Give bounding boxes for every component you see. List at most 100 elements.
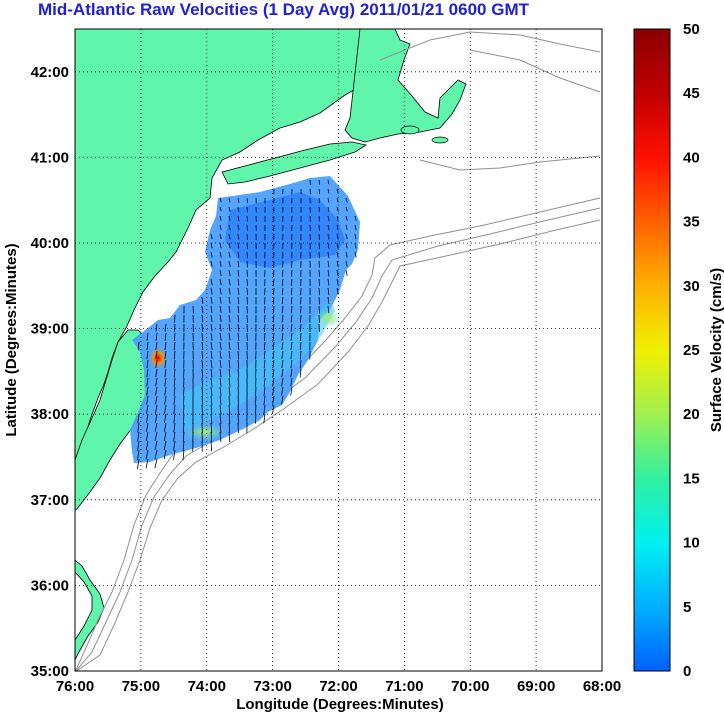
velocity-arrow <box>290 377 293 387</box>
velocity-arrow <box>228 323 231 332</box>
velocity-arrow <box>154 422 158 432</box>
velocity-arrow <box>263 395 266 406</box>
velocity-arrow <box>146 413 149 423</box>
velocity-arrow <box>237 404 239 415</box>
velocity-arrow <box>263 386 266 396</box>
velocity-arrow <box>145 458 149 469</box>
y-tick-label: 38:00 <box>31 406 69 423</box>
land-outer-banks <box>75 559 105 661</box>
velocity-arrow <box>210 404 213 415</box>
velocity-arrow <box>237 377 239 388</box>
x-tick-label: 69:00 <box>517 678 555 695</box>
velocity-arrow <box>145 449 149 460</box>
velocity-arrow <box>290 305 293 314</box>
velocity-arrow <box>146 395 149 405</box>
velocity-arrow <box>246 215 248 222</box>
velocity-arrow <box>219 233 222 240</box>
x-tick-label: 72:00 <box>319 678 357 695</box>
velocity-arrow <box>246 260 248 268</box>
velocity-arrow <box>336 224 339 231</box>
y-tick-label: 42:00 <box>31 64 69 81</box>
velocity-arrow <box>237 269 240 277</box>
velocity-arrow <box>246 278 248 286</box>
velocity-arrow <box>155 332 158 341</box>
velocity-arrow <box>174 332 176 342</box>
velocity-arrow <box>210 386 213 396</box>
velocity-arrow <box>318 278 320 286</box>
velocity-arrow <box>327 242 330 249</box>
velocity-arrow <box>272 350 275 360</box>
colorbar-tick-label: 25 <box>683 342 700 359</box>
velocity-arrow <box>237 341 240 351</box>
velocity-arrow <box>327 260 330 268</box>
velocity-arrow <box>155 386 158 396</box>
x-tick-label: 70:00 <box>451 678 489 695</box>
velocity-arrow <box>237 260 240 268</box>
velocity-arrow <box>273 260 275 268</box>
velocity-arrow <box>318 188 321 194</box>
velocity-arrow <box>145 440 149 451</box>
velocity-arrow <box>237 350 240 360</box>
colorbar-tick-label: 50 <box>683 21 700 38</box>
velocity-arrow <box>210 314 213 323</box>
velocity-arrow <box>210 251 213 258</box>
x-tick-labels: 76:00 75:00 74:00 73:00 72:00 71:00 70:00 69:00… <box>56 678 621 695</box>
velocity-arrow <box>237 305 240 314</box>
velocity-arrow <box>273 287 275 296</box>
velocity-arrow <box>219 323 222 332</box>
velocity-arrow <box>345 224 348 230</box>
colorbar-label: Surface Velocity (cm/s) <box>708 268 724 432</box>
velocity-arrow <box>237 242 240 249</box>
velocity-arrow <box>336 197 339 203</box>
y-tick-label: 41:00 <box>31 149 69 166</box>
velocity-arrow <box>318 269 320 277</box>
velocity-arrow <box>281 278 284 286</box>
velocity-arrow <box>281 323 284 332</box>
velocity-arrow <box>210 323 213 332</box>
velocity-arrow <box>281 332 284 341</box>
velocity-arrow <box>163 422 167 432</box>
velocity-arrow <box>272 359 275 369</box>
velocity-arrow <box>290 296 293 305</box>
velocity-arrow <box>281 314 284 323</box>
velocity-arrow <box>246 242 248 250</box>
velocity-arrow <box>137 458 140 469</box>
velocity-arrow <box>237 359 240 369</box>
velocity-arrow <box>201 296 204 305</box>
velocity-arrow <box>146 350 149 360</box>
velocity-arrow <box>290 341 293 350</box>
velocity-arrow <box>201 323 204 332</box>
velocity-arrow <box>345 206 348 212</box>
x-tick-label: 74:00 <box>188 678 226 695</box>
velocity-arrow <box>263 368 266 378</box>
velocity-arrow <box>182 431 185 443</box>
velocity-arrow <box>237 413 239 424</box>
velocity-arrow <box>290 359 293 369</box>
velocity-arrow <box>173 422 176 433</box>
velocity-arrow <box>164 350 167 360</box>
velocity-arrow <box>228 305 231 313</box>
velocity-arrow <box>173 413 176 424</box>
velocity-arrow <box>145 422 149 432</box>
colorbar-tick-label: 45 <box>683 85 700 102</box>
velocity-arrow <box>164 323 167 332</box>
velocity-arrow <box>300 332 302 342</box>
velocity-arrow <box>281 368 284 378</box>
velocity-arrow <box>345 215 348 221</box>
velocity-arrow <box>219 431 222 443</box>
velocity-arrow <box>219 251 222 258</box>
velocity-arrow <box>210 377 213 387</box>
velocity-arrow <box>318 296 320 305</box>
velocity-arrow <box>183 404 185 415</box>
velocity-arrow <box>318 287 320 296</box>
velocity-arrow <box>327 206 330 212</box>
velocity-arrow <box>327 197 330 203</box>
velocity-arrow <box>237 368 240 378</box>
velocity-arrow <box>219 395 222 406</box>
velocity-arrow <box>154 449 158 460</box>
velocity-arrows <box>137 179 357 469</box>
velocity-arrow <box>228 278 231 286</box>
velocity-hotspot <box>148 346 168 370</box>
velocity-arrow <box>327 305 330 314</box>
velocity-arrow <box>272 323 275 332</box>
